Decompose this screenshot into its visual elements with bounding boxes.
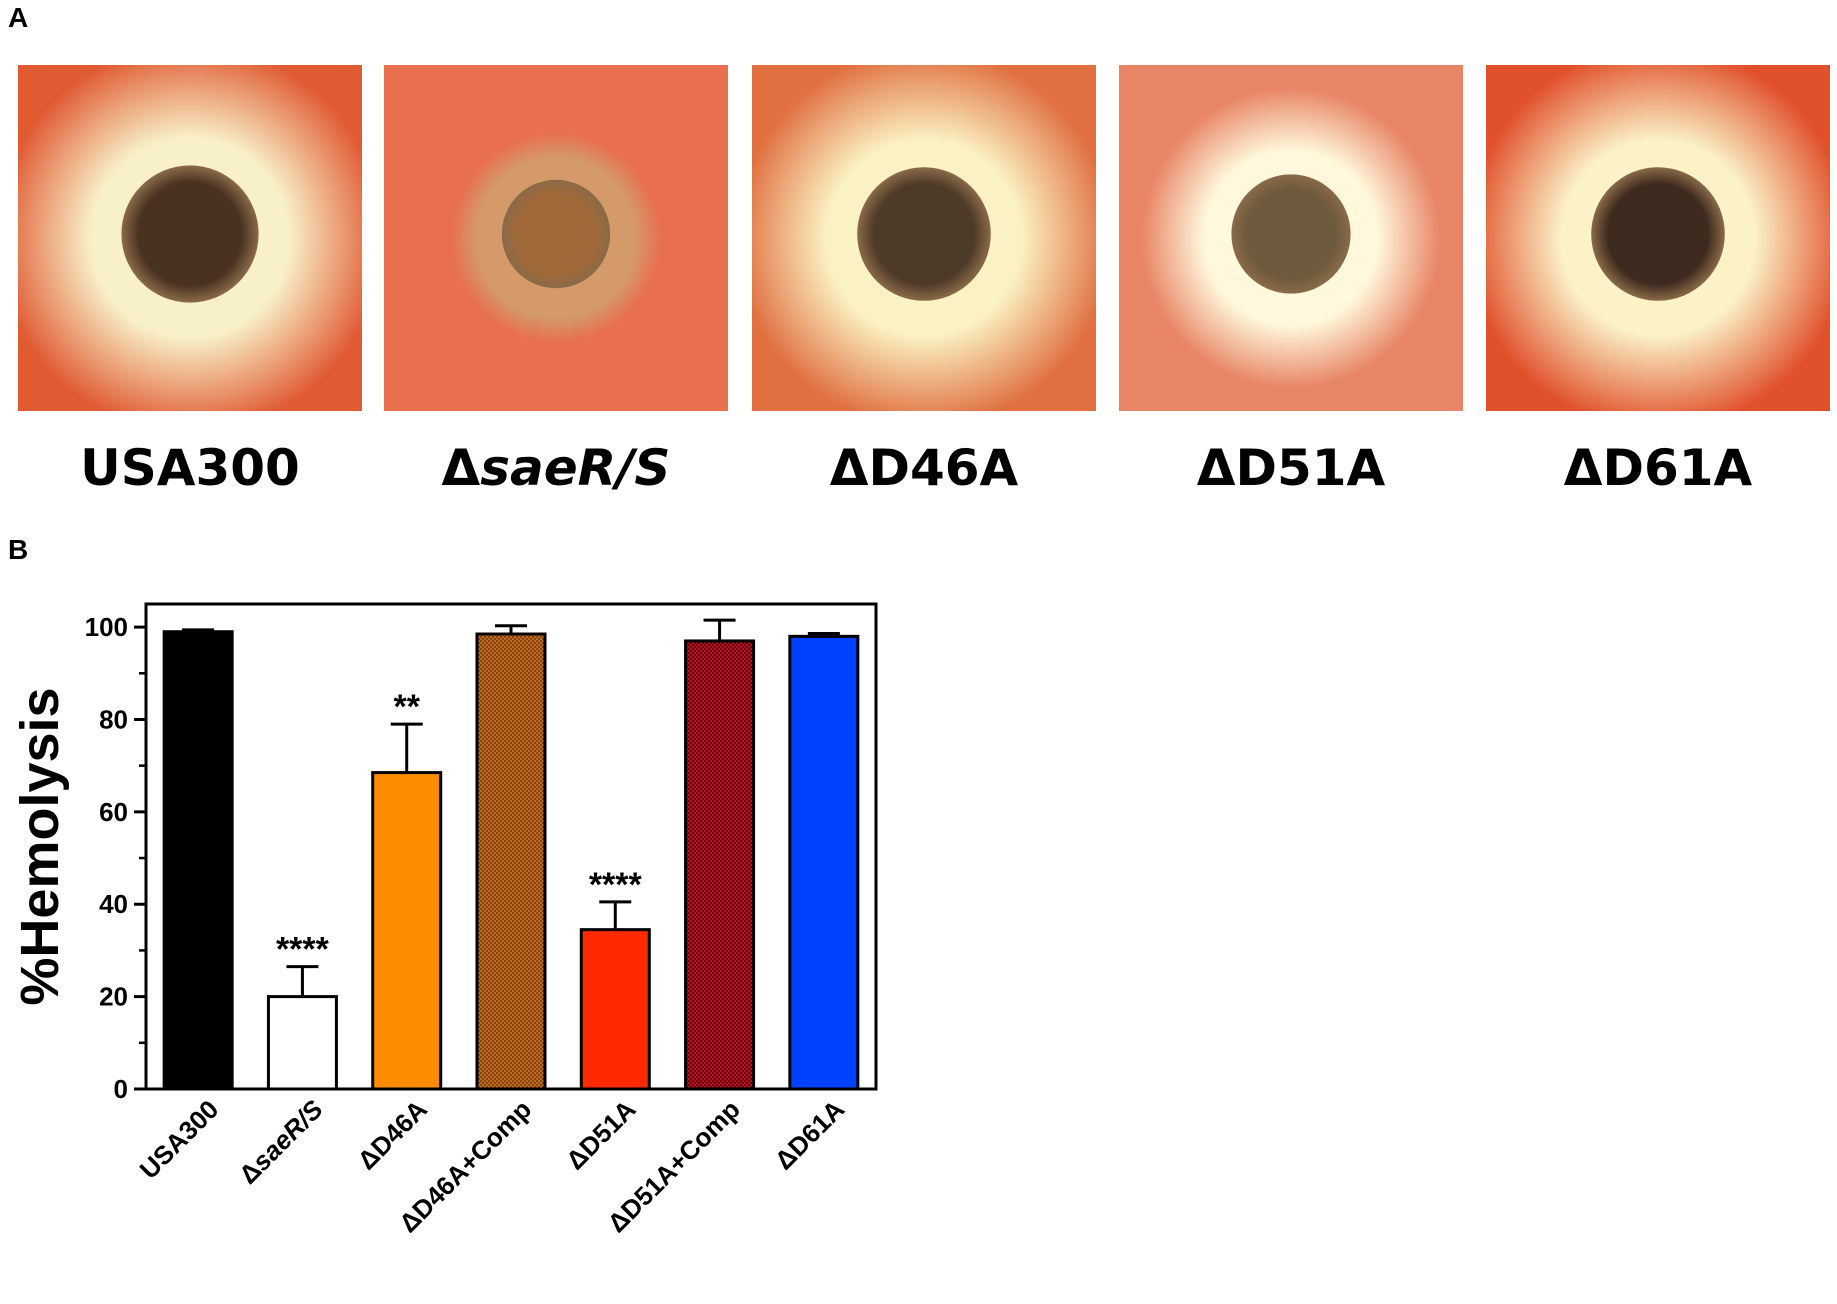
hemolysis-bar-chart: 0 20 40 60 80 100 %Hemolysis USA300 **** ΔsaeR/S *… — [0, 560, 900, 1299]
y-tick-label: 100 — [85, 612, 128, 642]
plate-label-0: USA300 — [18, 438, 362, 498]
x-tick-label: USA300 — [134, 1094, 225, 1185]
bar — [371, 771, 443, 1091]
x-tick-label: ΔD51A — [560, 1094, 642, 1176]
bacterial-colony — [501, 179, 611, 289]
plate-image-0 — [18, 65, 362, 411]
plate-label-4: ΔD61A — [1486, 438, 1830, 498]
significance-label: ** — [393, 688, 420, 726]
panel-a-letter: A — [8, 2, 29, 33]
y-axis-label: %Hemolysis — [10, 687, 70, 1005]
bar — [162, 630, 234, 1091]
y-tick-label: 0 — [114, 1074, 128, 1104]
x-tick-label: ΔD61A — [769, 1094, 851, 1176]
bacterial-colony — [1591, 167, 1725, 301]
bacterial-colony — [121, 165, 259, 303]
bacterial-colony — [1231, 174, 1351, 294]
bar — [475, 632, 547, 1091]
plate-label-1: ΔsaeR/S — [384, 438, 728, 498]
y-tick-label: 80 — [99, 704, 128, 734]
plate-label-2: ΔD46A — [752, 438, 1096, 498]
bar — [788, 634, 860, 1091]
plate-label-text: USA300 — [80, 439, 300, 497]
plate-label-text: ΔD51A — [1196, 439, 1386, 497]
y-tick-label: 60 — [99, 797, 128, 827]
plate-image-4 — [1486, 65, 1830, 411]
chart-svg: 0 20 40 60 80 100 %Hemolysis USA300 **** ΔsaeR/S *… — [10, 602, 878, 1238]
plate-image-2 — [752, 65, 1096, 411]
y-tick-label: 20 — [99, 982, 128, 1012]
plate-image-1 — [384, 65, 728, 411]
plate-image-3 — [1119, 65, 1463, 411]
x-tick-label: ΔD46A — [352, 1094, 434, 1176]
bacterial-colony — [857, 167, 991, 301]
plate-label-text: ΔD61A — [1563, 439, 1753, 497]
significance-label: **** — [589, 866, 643, 904]
significance-label: **** — [276, 931, 330, 969]
bar — [684, 639, 756, 1091]
plate-label-italic: saeR/S — [480, 439, 671, 497]
bar — [266, 995, 338, 1091]
x-tick-label: ΔsaeR/S — [233, 1094, 329, 1190]
y-tick-label: 40 — [99, 889, 128, 919]
plate-label-3: ΔD51A — [1119, 438, 1463, 498]
plate-label-prefix: Δ — [441, 439, 481, 497]
panel-b-letter: B — [8, 534, 29, 565]
plate-label-text: ΔD46A — [829, 439, 1019, 497]
bar — [579, 928, 651, 1091]
